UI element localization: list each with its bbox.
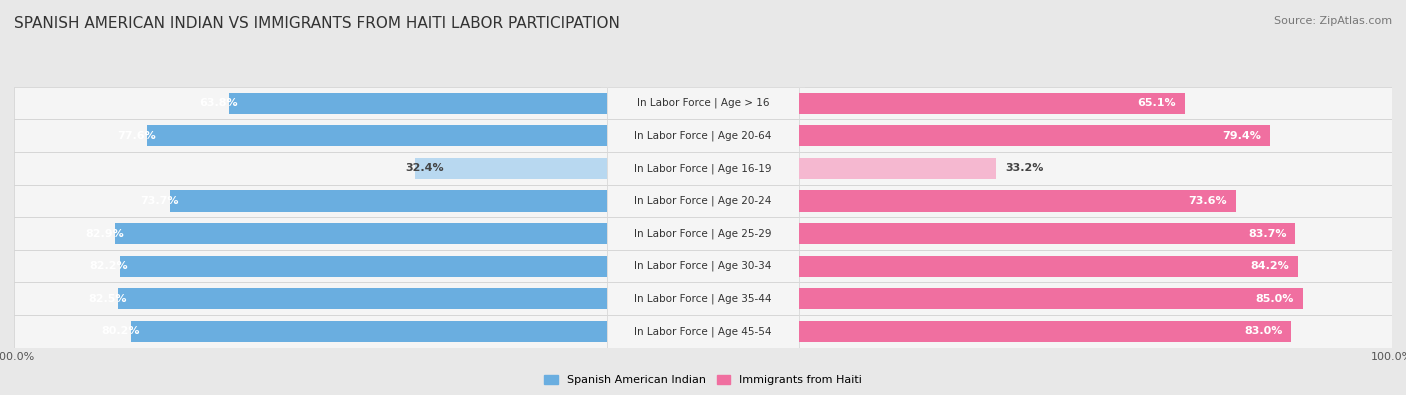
Bar [606, 119, 800, 152]
Bar [415, 158, 606, 179]
Bar [600, 119, 606, 152]
Bar [800, 217, 806, 250]
Bar [170, 190, 606, 212]
Bar [800, 282, 806, 315]
Bar [606, 315, 800, 348]
Bar [14, 217, 606, 250]
Text: 77.6%: 77.6% [117, 131, 156, 141]
Bar [606, 250, 800, 282]
Text: 63.8%: 63.8% [198, 98, 238, 108]
Text: 79.4%: 79.4% [1222, 131, 1261, 141]
Bar [131, 321, 606, 342]
Bar [606, 217, 800, 250]
Bar [14, 184, 606, 217]
Bar [600, 315, 606, 348]
Bar [118, 288, 606, 309]
Text: 82.9%: 82.9% [86, 229, 124, 239]
Bar [800, 250, 1392, 282]
Bar [120, 256, 606, 277]
Bar [800, 250, 806, 282]
Text: In Labor Force | Age 25-29: In Labor Force | Age 25-29 [634, 228, 772, 239]
Legend: Spanish American Indian, Immigrants from Haiti: Spanish American Indian, Immigrants from… [540, 370, 866, 389]
Text: In Labor Force | Age 16-19: In Labor Force | Age 16-19 [634, 163, 772, 174]
Bar [606, 282, 800, 315]
Text: In Labor Force | Age 20-64: In Labor Force | Age 20-64 [634, 130, 772, 141]
Text: Source: ZipAtlas.com: Source: ZipAtlas.com [1274, 16, 1392, 26]
Bar [606, 184, 800, 217]
Bar [800, 321, 1291, 342]
Bar [606, 87, 800, 119]
Bar [800, 87, 1392, 119]
Bar [14, 87, 606, 119]
Bar [14, 282, 606, 315]
Bar [606, 282, 800, 315]
Bar [115, 223, 606, 244]
Text: 33.2%: 33.2% [1005, 164, 1043, 173]
Text: SPANISH AMERICAN INDIAN VS IMMIGRANTS FROM HAITI LABOR PARTICIPATION: SPANISH AMERICAN INDIAN VS IMMIGRANTS FR… [14, 16, 620, 31]
Bar [800, 223, 1295, 244]
Text: 83.0%: 83.0% [1244, 326, 1282, 336]
Bar [14, 315, 606, 348]
Bar [800, 190, 1236, 212]
Text: 84.2%: 84.2% [1251, 261, 1289, 271]
Text: 65.1%: 65.1% [1137, 98, 1177, 108]
Bar [800, 152, 1392, 185]
Text: 80.2%: 80.2% [101, 326, 141, 336]
Bar [800, 184, 1392, 217]
Bar [600, 217, 606, 250]
Text: In Labor Force | Age 45-54: In Labor Force | Age 45-54 [634, 326, 772, 337]
Bar [800, 184, 806, 217]
Bar [800, 119, 806, 152]
Bar [600, 152, 606, 185]
Bar [606, 87, 800, 119]
Bar [606, 250, 800, 282]
Bar [800, 288, 1303, 309]
Bar [606, 152, 800, 185]
Text: In Labor Force | Age 20-24: In Labor Force | Age 20-24 [634, 196, 772, 206]
Bar [606, 152, 800, 185]
Bar [800, 152, 806, 185]
Bar [606, 184, 800, 217]
Bar [606, 315, 800, 348]
Text: 32.4%: 32.4% [406, 164, 444, 173]
Bar [800, 119, 1392, 152]
Bar [600, 250, 606, 282]
Bar [229, 92, 606, 114]
Bar [600, 282, 606, 315]
Bar [800, 92, 1185, 114]
Bar [14, 152, 606, 185]
Text: In Labor Force | Age > 16: In Labor Force | Age > 16 [637, 98, 769, 109]
Bar [606, 217, 800, 250]
Bar [800, 315, 806, 348]
Bar [600, 184, 606, 217]
Text: 83.7%: 83.7% [1249, 229, 1286, 239]
Bar [14, 119, 606, 152]
Bar [800, 217, 1392, 250]
Bar [600, 87, 606, 119]
Bar [800, 158, 997, 179]
Text: 73.7%: 73.7% [141, 196, 179, 206]
Bar [800, 315, 1392, 348]
Bar [146, 125, 606, 147]
Bar [14, 250, 606, 282]
Bar [606, 119, 800, 152]
Text: 82.2%: 82.2% [90, 261, 128, 271]
Text: In Labor Force | Age 35-44: In Labor Force | Age 35-44 [634, 293, 772, 304]
Text: 73.6%: 73.6% [1188, 196, 1226, 206]
Bar [800, 87, 806, 119]
Bar [800, 256, 1298, 277]
Text: 85.0%: 85.0% [1256, 294, 1294, 304]
Bar [800, 125, 1270, 147]
Text: In Labor Force | Age 30-34: In Labor Force | Age 30-34 [634, 261, 772, 271]
Text: 82.5%: 82.5% [89, 294, 127, 304]
Bar [800, 282, 1392, 315]
